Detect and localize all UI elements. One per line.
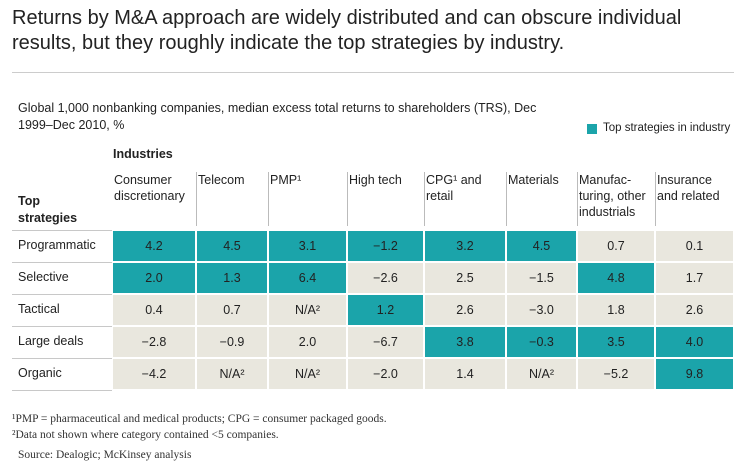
- column-header: Insurance and related: [657, 173, 720, 203]
- column-separator: [268, 172, 269, 226]
- column-header: Consumer discretionary: [114, 173, 185, 203]
- cell: 2.6: [425, 295, 505, 325]
- cell: N/A²: [197, 359, 267, 389]
- row-label: Selective: [18, 270, 69, 284]
- column-separator: [655, 172, 656, 226]
- cell: 2.0: [113, 263, 195, 293]
- cell: 2.6: [656, 295, 733, 325]
- column-separator: [506, 172, 507, 226]
- cell: 1.3: [197, 263, 267, 293]
- cell: 6.4: [269, 263, 346, 293]
- cell: 0.4: [113, 295, 195, 325]
- cell: −3.0: [507, 295, 576, 325]
- row-label: Tactical: [18, 302, 60, 316]
- column-header: Telecom: [198, 173, 245, 187]
- cell: 1.4: [425, 359, 505, 389]
- cell: 0.7: [578, 231, 654, 261]
- row-label: Programmatic: [18, 238, 96, 252]
- cell: 4.8: [578, 263, 654, 293]
- cell: N/A²: [269, 295, 346, 325]
- column-header: High tech: [349, 173, 402, 187]
- cell: 1.7: [656, 263, 733, 293]
- source: Source: Dealogic; McKinsey analysis: [18, 449, 192, 461]
- cell: 0.1: [656, 231, 733, 261]
- column-group: Industries: [113, 147, 173, 161]
- footnote: ²Data not shown where category contained…: [12, 429, 279, 441]
- row-label: Large deals: [18, 334, 84, 348]
- column-separator: [577, 172, 578, 226]
- divider: [12, 72, 734, 73]
- row-separator: [12, 230, 112, 231]
- legend-swatch: [587, 124, 597, 134]
- column-header: CPG¹ and retail: [426, 173, 482, 203]
- cell: −4.2: [113, 359, 195, 389]
- cell: N/A²: [269, 359, 346, 389]
- cell: −1.2: [348, 231, 423, 261]
- cell: 3.8: [425, 327, 505, 357]
- cell: 0.7: [197, 295, 267, 325]
- cell: 3.5: [578, 327, 654, 357]
- column-header: Materials: [508, 173, 559, 187]
- cell: N/A²: [507, 359, 576, 389]
- column-header: Manufac- turing, other industrials: [579, 173, 646, 219]
- row-separator: [12, 262, 112, 263]
- column-separator: [196, 172, 197, 226]
- subtitle: Global 1,000 nonbanking companies, media…: [18, 101, 537, 132]
- cell: 3.1: [269, 231, 346, 261]
- column-separator: [347, 172, 348, 226]
- row-separator: [12, 326, 112, 327]
- cell: −2.6: [348, 263, 423, 293]
- cell: 2.5: [425, 263, 505, 293]
- cell: 9.8: [656, 359, 733, 389]
- cell: −2.8: [113, 327, 195, 357]
- legend-label: Top strategies in industry: [603, 122, 731, 134]
- cell: 1.2: [348, 295, 423, 325]
- column-header: PMP¹: [270, 173, 302, 187]
- column-separator: [424, 172, 425, 226]
- cell: 2.0: [269, 327, 346, 357]
- cell: −0.9: [197, 327, 267, 357]
- cell: 3.2: [425, 231, 505, 261]
- cell: −2.0: [348, 359, 423, 389]
- cell: 4.5: [507, 231, 576, 261]
- cell: 4.2: [113, 231, 195, 261]
- row-separator: [12, 358, 112, 359]
- cell: −6.7: [348, 327, 423, 357]
- title: Returns by M&A approach are widely distr…: [12, 7, 682, 54]
- row-separator: [12, 294, 112, 295]
- cell: 4.5: [197, 231, 267, 261]
- row-label: Organic: [18, 366, 62, 380]
- cell: 1.8: [578, 295, 654, 325]
- row-group: Top strategies: [18, 194, 78, 225]
- cell: 4.0: [656, 327, 733, 357]
- row-separator: [12, 390, 112, 391]
- cell: −0.3: [507, 327, 576, 357]
- cell: −5.2: [578, 359, 654, 389]
- footnote: ¹PMP = pharmaceutical and medical produc…: [12, 413, 387, 425]
- cell: −1.5: [507, 263, 576, 293]
